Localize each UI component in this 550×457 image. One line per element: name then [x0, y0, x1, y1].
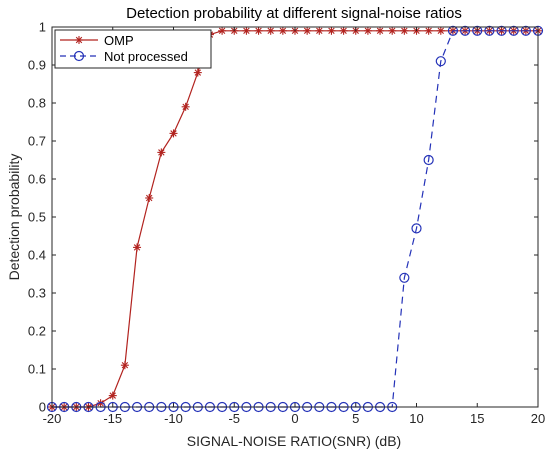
- x-tick-label: 20: [531, 411, 545, 426]
- data-point-not-processed: [508, 25, 519, 36]
- data-point-not-processed: [472, 25, 483, 36]
- legend-label-not-processed: Not processed: [104, 49, 188, 64]
- data-point-omp: [108, 391, 117, 400]
- x-tick-label: -15: [103, 411, 122, 426]
- data-point-omp: [327, 26, 336, 35]
- legend-marker-omp: [75, 36, 83, 44]
- data-point-omp: [157, 148, 166, 157]
- legend-marker-not-processed: [73, 50, 85, 62]
- data-point-omp: [278, 26, 287, 35]
- y-tick-label: 1: [39, 20, 46, 35]
- data-point-omp: [169, 129, 178, 138]
- data-point-omp: [388, 26, 397, 35]
- y-tick-label: 0.5: [28, 210, 46, 225]
- data-point-omp: [181, 102, 190, 111]
- chart-title: Detection probability at different signa…: [126, 5, 462, 22]
- data-point-omp: [254, 26, 263, 35]
- x-tick-label: 0: [291, 411, 298, 426]
- x-axis-label: SIGNAL-NOISE RATIO(SNR) (dB): [187, 433, 401, 449]
- data-point-omp: [436, 26, 445, 35]
- y-tick-label: 0: [39, 400, 46, 415]
- legend: OMP Not processed: [54, 29, 212, 69]
- data-point-omp: [315, 26, 324, 35]
- axis-ticks: -20 -15 -10 -5 0 5 10 15 20 0 0.1 0.2 0.3 0.4 0.5 0.6 0.…: [28, 20, 545, 427]
- data-point-omp: [303, 26, 312, 35]
- y-tick-label: 0.7: [28, 134, 46, 149]
- data-point-omp: [339, 26, 348, 35]
- data-point-omp: [266, 26, 275, 35]
- x-tick-label: -5: [228, 411, 240, 426]
- y-tick-label: 0.3: [28, 286, 46, 301]
- x-tick-label: -10: [164, 411, 183, 426]
- y-tick-label: 0.8: [28, 96, 46, 111]
- y-tick-label: 0.2: [28, 324, 46, 339]
- y-tick-label: 0.4: [28, 248, 46, 263]
- data-point-omp: [120, 361, 129, 370]
- legend-star-omp: [75, 36, 83, 44]
- x-tick-label: -20: [43, 411, 62, 426]
- data-point-omp: [424, 26, 433, 35]
- data-point-omp: [242, 26, 251, 35]
- data-point-not-processed: [520, 25, 531, 36]
- legend-entry-omp: OMP: [60, 33, 134, 48]
- data-point-not-processed: [435, 56, 446, 67]
- y-axis-label: Detection probability: [6, 154, 22, 281]
- data-point-omp: [193, 68, 202, 77]
- data-point-omp: [133, 243, 142, 252]
- data-point-omp: [400, 26, 409, 35]
- x-tick-label: 10: [409, 411, 423, 426]
- data-point-omp: [376, 26, 385, 35]
- legend-entry-not-processed: Not processed: [60, 49, 188, 64]
- data-point-not-processed: [423, 154, 434, 166]
- data-point-not-processed: [496, 25, 507, 36]
- y-tick-label: 0.1: [28, 362, 46, 377]
- x-tick-label: 15: [470, 411, 484, 426]
- data-point-not-processed: [411, 223, 422, 234]
- data-point-not-processed: [447, 25, 459, 36]
- y-tick-label: 0.6: [28, 172, 46, 187]
- y-tick-label: 0.9: [28, 58, 46, 73]
- x-tick-label: 5: [352, 411, 359, 426]
- data-point-not-processed: [460, 25, 471, 36]
- data-point-omp: [218, 26, 227, 35]
- data-point-omp: [363, 26, 372, 35]
- legend-box: [54, 29, 212, 69]
- data-point-not-processed: [399, 272, 410, 283]
- legend-label-omp: OMP: [104, 33, 134, 48]
- data-point-omp: [145, 194, 154, 202]
- data-point-not-processed: [484, 25, 495, 36]
